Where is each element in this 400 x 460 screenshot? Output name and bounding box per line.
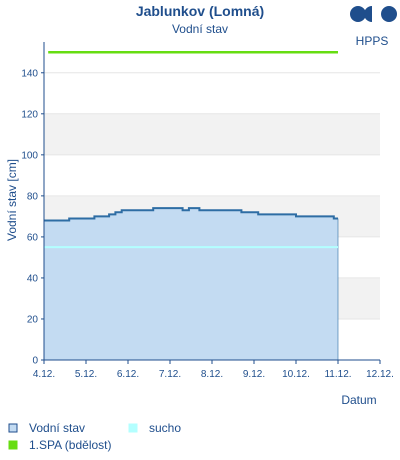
y-tick-label: 80	[27, 191, 39, 202]
legend-label: sucho	[149, 421, 181, 435]
x-tick-label: 5.12.	[75, 369, 97, 380]
x-tick-label: 12.12.	[366, 369, 394, 380]
logo-half-circle	[364, 6, 372, 22]
logo-circle-left	[350, 6, 366, 22]
y-axis-title: Vodní stav [cm]	[5, 159, 19, 241]
x-tick-label: 11.12.	[324, 369, 351, 380]
logo-circle-right	[381, 6, 397, 22]
y-tick-label: 0	[32, 356, 38, 367]
y-tick-label: 100	[21, 150, 38, 161]
series-area-fill	[44, 208, 338, 360]
y-tick-label: 140	[21, 68, 38, 79]
x-tick-label: 7.12.	[159, 369, 181, 380]
legend-swatch	[128, 423, 138, 433]
x-tick-label: 4.12.	[33, 369, 55, 380]
reference-lines	[44, 51, 338, 249]
x-tick-labels: 4.12. 5.12. 6.12. 7.12. 8.12. 9.12. 10.12. 11.1…	[33, 360, 394, 380]
logo-text: HPPS	[356, 34, 389, 48]
chart-title: Jablunkov (Lomná)	[136, 3, 264, 19]
y-tick-label: 120	[21, 109, 38, 120]
x-tick-label: 10.12.	[282, 369, 310, 380]
x-tick-label: 8.12.	[201, 369, 223, 380]
y-tick-label: 40	[27, 273, 39, 284]
series-line	[44, 207, 338, 222]
grid-band	[44, 113, 380, 155]
x-axis-title: Datum	[341, 393, 376, 407]
chart-subtitle: Vodní stav	[172, 22, 228, 36]
legend-label: 1.SPA (bdělost)	[29, 438, 112, 452]
x-tick-label: 9.12.	[243, 369, 265, 380]
legend-label: Vodní stav	[29, 421, 85, 435]
hpps-logo: HPPS	[350, 6, 397, 48]
y-tick-label: 60	[27, 232, 39, 243]
legend-swatch	[8, 440, 18, 450]
x-tick-label: 6.12.	[117, 369, 139, 380]
y-tick-label: 20	[27, 314, 39, 325]
legend-swatch	[8, 423, 18, 433]
y-tick-labels: 0 20 40 60 80 100 120 140	[21, 68, 44, 367]
legend: Vodní stav sucho 1.SPA (bdělost)	[8, 421, 181, 452]
series-area	[44, 207, 339, 360]
